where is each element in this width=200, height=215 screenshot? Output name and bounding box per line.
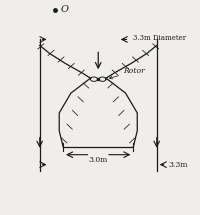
Text: 3.0m: 3.0m: [89, 156, 108, 164]
Text: O: O: [60, 5, 68, 14]
Text: 3.3m: 3.3m: [168, 161, 188, 169]
Text: Rotor: Rotor: [109, 67, 145, 79]
Text: 3.3m Diameter: 3.3m Diameter: [133, 34, 186, 42]
